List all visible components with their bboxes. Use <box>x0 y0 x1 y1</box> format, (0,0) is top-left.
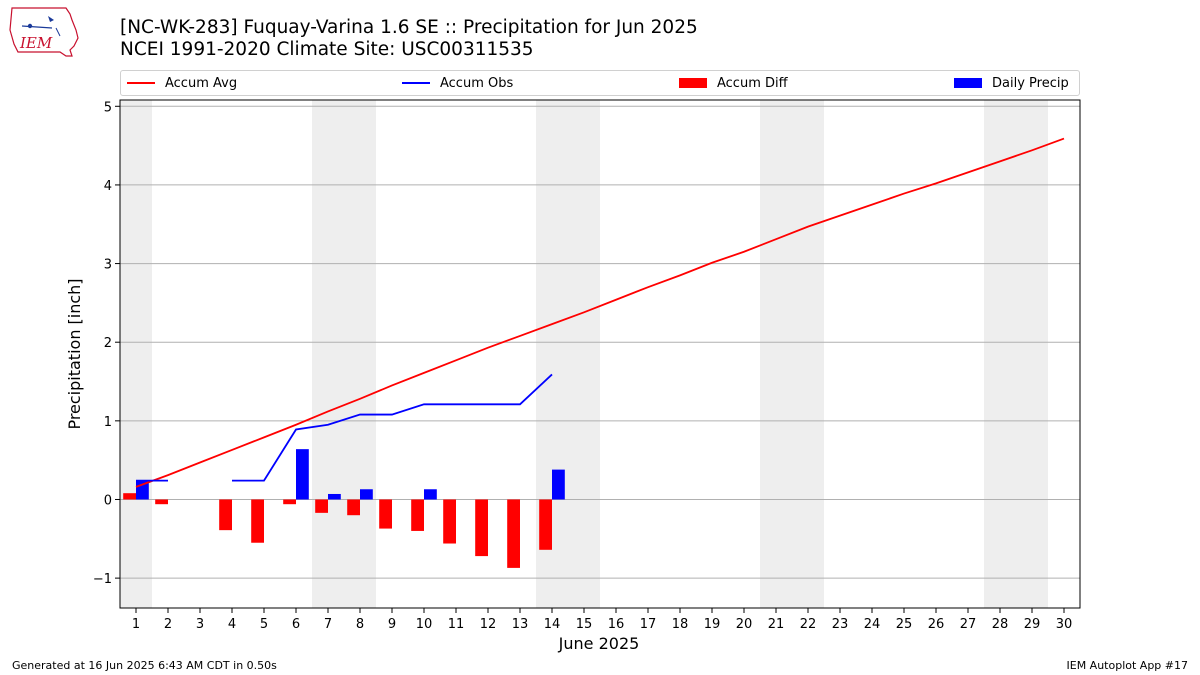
chart-legend: Accum Avg Accum Obs Accum Diff Daily Pre… <box>120 70 1080 96</box>
accum-diff-bar <box>251 499 264 543</box>
accum-diff-bar <box>539 499 552 550</box>
legend-swatch-accum-diff <box>679 78 707 88</box>
accum-diff-bar <box>411 499 424 531</box>
accum-diff-bar <box>475 499 488 557</box>
accum-diff-bar <box>123 493 136 500</box>
x-tick-label: 11 <box>448 617 465 632</box>
title-line-1: [NC-WK-283] Fuquay-Varina 1.6 SE :: Prec… <box>120 17 698 38</box>
x-tick-label: 10 <box>416 617 433 632</box>
x-tick-label: 12 <box>480 617 497 632</box>
legend-item-daily-precip: Daily Precip <box>954 71 1069 95</box>
x-tick-label: 6 <box>292 617 300 632</box>
x-tick-label: 2 <box>164 617 172 632</box>
chart-title: [NC-WK-283] Fuquay-Varina 1.6 SE :: Prec… <box>120 17 698 61</box>
x-tick-label: 14 <box>544 617 561 632</box>
y-tick-label: 2 <box>104 336 112 351</box>
x-axis-label: June 2025 <box>558 634 640 653</box>
x-tick-label: 19 <box>704 617 721 632</box>
weekend-band <box>760 100 824 608</box>
x-tick-label: 1 <box>132 617 140 632</box>
legend-item-accum-diff: Accum Diff <box>679 71 788 95</box>
daily-precip-bar <box>360 489 373 500</box>
x-tick-label: 8 <box>356 617 364 632</box>
y-tick-label: −1 <box>93 572 112 587</box>
accum-diff-bar <box>219 499 232 531</box>
accum-diff-bar <box>347 499 360 516</box>
accum-diff-bar <box>379 499 392 529</box>
lines <box>135 137 1065 488</box>
x-tick-label: 18 <box>672 617 689 632</box>
x-tick-label: 17 <box>640 617 657 632</box>
x-tick-label: 29 <box>1024 617 1041 632</box>
daily-precip-bar <box>424 489 437 500</box>
logo-text: IEM <box>19 34 53 52</box>
accum-diff-bar <box>283 499 296 505</box>
x-tick-label: 23 <box>832 617 849 632</box>
y-tick-label: 4 <box>104 179 112 194</box>
x-tick-label: 22 <box>800 617 817 632</box>
legend-swatch-daily-precip <box>954 78 982 88</box>
accum-diff-bar <box>155 499 168 505</box>
x-tick-label: 20 <box>736 617 753 632</box>
x-tick-label: 9 <box>388 617 396 632</box>
x-tick-label: 24 <box>864 617 881 632</box>
generated-footer: Generated at 16 Jun 2025 6:43 AM CDT in … <box>12 659 277 672</box>
bars <box>123 449 565 568</box>
x-tick-label: 16 <box>608 617 625 632</box>
y-tick-label: 1 <box>104 415 112 430</box>
y-axis-label: Precipitation [inch] <box>65 278 84 429</box>
x-tick-label: 27 <box>960 617 977 632</box>
title-line-2: NCEI 1991-2020 Climate Site: USC00311535 <box>120 39 534 60</box>
x-tick-label: 21 <box>768 617 785 632</box>
weekend-band <box>312 100 376 608</box>
legend-swatch-accum-obs <box>402 82 430 84</box>
legend-label-accum-obs: Accum Obs <box>440 75 514 91</box>
iem-logo: IEM <box>8 6 80 58</box>
accum-diff-bar <box>443 499 456 544</box>
x-tick-label: 3 <box>196 617 204 632</box>
accum-avg-line <box>135 137 1065 488</box>
grid-lines <box>120 105 1080 579</box>
daily-precip-bar <box>296 449 309 500</box>
y-tick-label: 3 <box>104 258 112 273</box>
x-tick-label: 4 <box>228 617 236 632</box>
legend-item-accum-obs: Accum Obs <box>402 71 513 95</box>
daily-precip-bar <box>552 469 565 500</box>
legend-label-accum-diff: Accum Diff <box>717 75 788 91</box>
y-tick-label: 5 <box>104 100 112 115</box>
accum-obs-line <box>232 373 553 482</box>
app-footer: IEM Autoplot App #17 <box>1066 659 1189 672</box>
weekend-band <box>984 100 1048 608</box>
legend-swatch-accum-avg <box>127 82 155 84</box>
weekend-band <box>120 100 152 608</box>
iem-logo-graphic: IEM <box>9 7 79 57</box>
x-tick-label: 15 <box>576 617 593 632</box>
legend-label-accum-avg: Accum Avg <box>165 75 238 91</box>
daily-precip-bar <box>328 493 341 500</box>
x-tick-label: 7 <box>324 617 332 632</box>
x-tick-label: 25 <box>896 617 913 632</box>
x-tick-label: 28 <box>992 617 1009 632</box>
x-tick-label: 26 <box>928 617 945 632</box>
accum-diff-bar <box>507 499 520 568</box>
x-tick-label: 5 <box>260 617 268 632</box>
legend-label-daily-precip: Daily Precip <box>992 75 1069 91</box>
plot-frame <box>119 99 1081 609</box>
x-tick-label: 13 <box>512 617 529 632</box>
y-tick-label: 0 <box>104 493 112 508</box>
accum-diff-bar <box>315 499 328 513</box>
legend-item-accum-avg: Accum Avg <box>127 71 237 95</box>
x-tick-label: 30 <box>1056 617 1073 632</box>
